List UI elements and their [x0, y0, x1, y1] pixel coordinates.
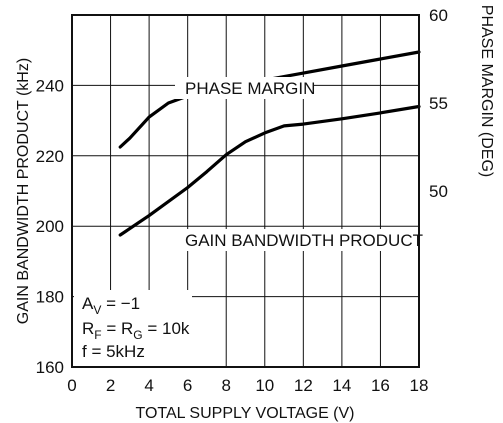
y-right-tick-label: 60 [429, 6, 448, 25]
y-right-tick-label: 50 [429, 182, 448, 201]
condition-av-rest: = −1 [101, 294, 140, 313]
x-tick-label: 12 [294, 376, 313, 395]
conditions-bg [74, 290, 192, 366]
x-tick-label: 2 [106, 376, 115, 395]
x-tick-label: 14 [332, 376, 351, 395]
y-right-tick-label: 55 [429, 94, 448, 113]
condition-rg-sub: G [133, 328, 142, 342]
series-label-gbw: GAIN BANDWIDTH PRODUCT [185, 231, 423, 250]
x-tick-label: 4 [144, 376, 153, 395]
condition-rg-mid: = R [102, 319, 134, 338]
condition-rf-main: R [82, 319, 94, 338]
x-tick-label: 0 [67, 376, 76, 395]
x-tick-label: 18 [410, 376, 429, 395]
y-axis-label-right: PHASE MARGIN (DEG) [478, 5, 495, 177]
y-left-tick-label: 220 [36, 147, 64, 166]
y-left-tick-label: 160 [36, 358, 64, 377]
y-left-tick-label: 180 [36, 288, 64, 307]
y-axis-label-left: GAIN BANDWIDTH PRODUCT (kHz) [15, 58, 32, 324]
condition-rf-rg: RF = RG = 10k [82, 319, 190, 342]
series-line-gain-bandwidth [118, 104, 421, 237]
phase-label-bg [175, 77, 313, 99]
x-tick-label: 16 [371, 376, 390, 395]
condition-rf-sub: F [94, 328, 101, 342]
condition-av-sub: V [93, 303, 101, 317]
y-left-tick-label: 200 [36, 217, 64, 236]
gbw-label-bg [175, 229, 415, 251]
plot-frame [71, 14, 420, 368]
series-label-phase-margin: PHASE MARGIN [185, 79, 315, 98]
x-tick-label: 10 [255, 376, 274, 395]
condition-frequency: f = 5kHz [82, 342, 145, 361]
condition-av: AV = −1 [82, 294, 140, 317]
condition-rg-rest: = 10k [143, 319, 190, 338]
x-tick-label: 6 [183, 376, 192, 395]
y-left-tick-label: 240 [36, 76, 64, 95]
tick-labels: 0 2 4 6 8 10 12 14 16 18 160 180 200 220 240 50 55 60 [36, 6, 448, 395]
x-axis-label: TOTAL SUPPLY VOLTAGE (V) [135, 405, 354, 422]
condition-av-main: A [82, 294, 94, 313]
x-tick-label: 8 [221, 376, 230, 395]
